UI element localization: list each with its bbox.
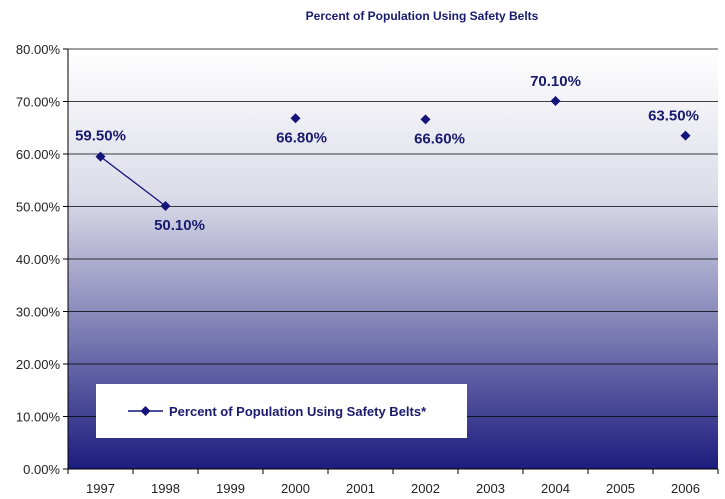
y-tick-label: 60.00% xyxy=(16,147,61,162)
data-point-marker xyxy=(550,95,561,106)
legend-label: Percent of Population Using Safety Belts… xyxy=(169,404,427,419)
x-tick-label: 2004 xyxy=(541,481,570,496)
x-tick-label: 2000 xyxy=(281,481,310,496)
data-label: 66.60% xyxy=(414,130,465,147)
y-tick-label: 80.00% xyxy=(16,42,61,57)
legend: Percent of Population Using Safety Belts… xyxy=(96,384,467,438)
data-point-marker xyxy=(680,130,691,141)
x-tick-label: 2002 xyxy=(411,481,440,496)
series-group: 59.50% 50.10% 66.80% 66.60% 70.10% 63.50% xyxy=(75,73,699,234)
x-tick-label: 1997 xyxy=(86,481,115,496)
chart-title: Percent of Population Using Safety Belts xyxy=(306,9,539,23)
data-label: 50.10% xyxy=(154,217,205,234)
data-label: 66.80% xyxy=(276,129,327,146)
x-tick-label: 2001 xyxy=(346,481,375,496)
y-tick-label: 30.00% xyxy=(16,305,61,320)
y-axis: 0.00% 10.00% 20.00% 30.00% 40.00% 50.00% 60.00… xyxy=(16,42,69,477)
x-tick-label: 1999 xyxy=(216,481,245,496)
x-axis: 1997 1998 1999 2000 2001 2002 2003 2004 2005 2006 xyxy=(67,468,719,496)
x-tick-label: 1998 xyxy=(151,481,180,496)
x-tick-label: 2003 xyxy=(476,481,505,496)
data-point-marker xyxy=(95,151,106,162)
legend-marker xyxy=(140,406,151,416)
series-line-segment xyxy=(100,156,166,207)
y-tick-label: 10.00% xyxy=(16,410,61,425)
data-label: 70.10% xyxy=(530,73,581,90)
y-tick-label: 70.00% xyxy=(16,95,61,110)
y-tick-label: 40.00% xyxy=(16,252,61,267)
x-tick-label: 2006 xyxy=(671,481,700,496)
data-label: 59.50% xyxy=(75,128,126,145)
data-point-marker xyxy=(420,114,431,125)
data-point-marker xyxy=(160,200,171,211)
data-point-marker xyxy=(290,113,301,124)
y-tick-label: 0.00% xyxy=(23,462,60,477)
y-tick-label: 50.00% xyxy=(16,200,61,215)
y-tick-label: 20.00% xyxy=(16,357,61,372)
x-tick-label: 2005 xyxy=(606,481,635,496)
data-label: 63.50% xyxy=(648,108,699,125)
